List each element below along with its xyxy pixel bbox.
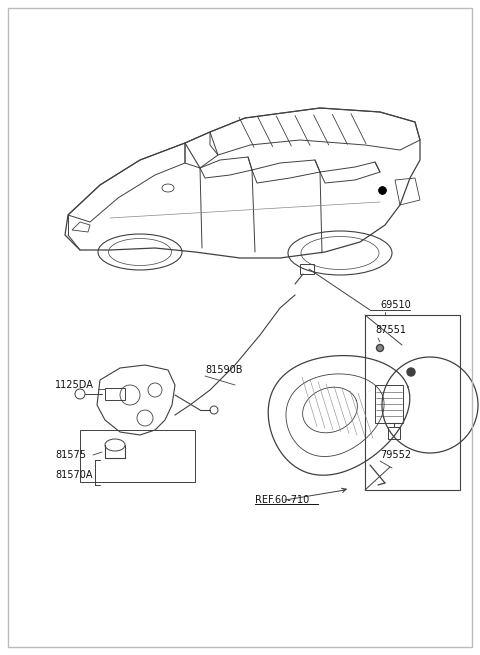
Text: 79552: 79552 — [380, 450, 411, 460]
Text: 81570A: 81570A — [55, 470, 93, 480]
Circle shape — [376, 345, 384, 352]
Bar — [300, 264, 314, 274]
Text: REF.60-710: REF.60-710 — [255, 495, 309, 505]
Text: 87551: 87551 — [375, 325, 406, 335]
Circle shape — [407, 368, 415, 376]
Text: 81590B: 81590B — [205, 365, 242, 375]
Bar — [365, 315, 460, 490]
Bar — [388, 427, 400, 439]
Bar — [105, 388, 125, 400]
Bar — [80, 430, 195, 482]
Text: 69510: 69510 — [380, 300, 411, 310]
Text: 81575: 81575 — [55, 450, 86, 460]
Bar — [375, 385, 403, 423]
Text: 1125DA: 1125DA — [55, 380, 94, 390]
